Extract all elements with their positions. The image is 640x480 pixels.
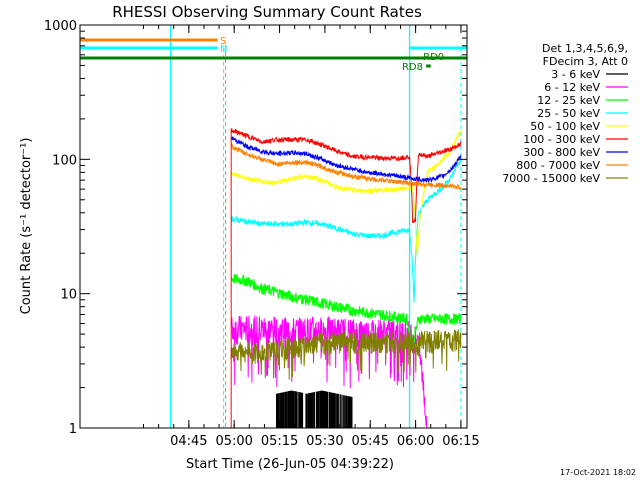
series-line-3: [230, 158, 462, 303]
series-line-2: [230, 273, 462, 349]
x-tick-label: 06:00: [397, 434, 434, 449]
series-line-8: [230, 329, 462, 380]
x-tick-label: 04:45: [170, 434, 207, 449]
series-line-0: [276, 390, 353, 428]
legend-entry-label: 100 - 300 keV: [523, 133, 600, 146]
y-tick-label: 10: [60, 288, 77, 303]
annotation-n: N: [220, 44, 227, 55]
chart-title: RHESSI Observing Summary Count Rates: [112, 3, 422, 21]
legend-entry-label: 12 - 25 keV: [537, 94, 600, 107]
x-tick-label: 05:30: [306, 434, 343, 449]
legend-entry-label: 6 - 12 keV: [544, 81, 600, 94]
series-line-7: [230, 142, 462, 190]
x-tick-label: 06:15: [442, 434, 479, 449]
legend-header-line-1: Det 1,3,4,5,6,9,: [542, 42, 628, 55]
annotation-rd0: RD0: [423, 52, 444, 63]
legend-header-line-2: FDecim 3, Att 0: [543, 55, 628, 68]
y-axis-label: Count Rate (s⁻¹ detector⁻¹): [19, 138, 34, 315]
annotation-s: S: [220, 36, 226, 47]
timestamp: 17-Oct-2021 18:02: [560, 468, 636, 477]
legend-entry-label: 300 - 800 keV: [523, 146, 600, 159]
legend-entry-label: 800 - 7000 keV: [516, 159, 600, 172]
y-tick-label: 1000: [44, 19, 77, 34]
legend-entry-label: 3 - 6 keV: [551, 68, 600, 81]
legend-entry-label: 25 - 50 keV: [537, 107, 600, 120]
x-axis-label: Start Time (26-Jun-05 04:39:22): [186, 457, 394, 472]
series-line-5: [230, 128, 462, 224]
x-tick-label: 05:15: [261, 434, 298, 449]
series-line-4: [230, 130, 462, 256]
legend-entry-label: 7000 - 15000 keV: [502, 172, 600, 185]
y-tick-label: 1: [69, 422, 77, 437]
annotation-rd8: RD8: [402, 62, 423, 73]
legend-entry-label: 50 - 100 keV: [530, 120, 600, 133]
y-tick-label: 100: [52, 153, 77, 168]
x-tick-label: 05:00: [215, 434, 252, 449]
plot-frame: [79, 24, 468, 429]
series-line-6: [230, 136, 462, 184]
x-tick-label: 05:45: [352, 434, 389, 449]
